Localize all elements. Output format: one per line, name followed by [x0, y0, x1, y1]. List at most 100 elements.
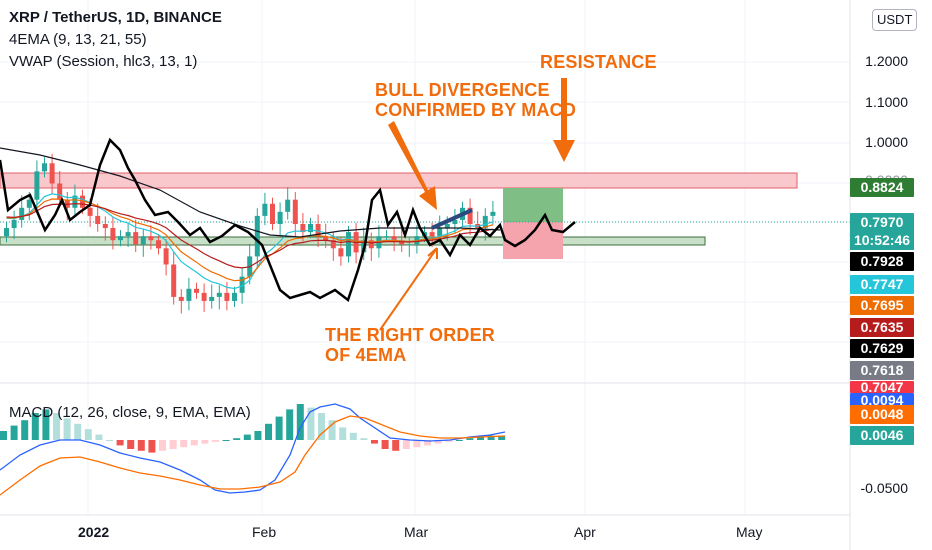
macd-bar	[0, 431, 7, 440]
annotation-bull-divergence: BULL DIVERGENCE CONFIRMED BY MACD	[375, 80, 577, 120]
long-position-target	[503, 188, 563, 222]
price-tag-macd: 0.0094	[850, 393, 914, 408]
candle-body	[11, 219, 17, 229]
candle-body	[277, 211, 283, 224]
macd-bar	[169, 440, 177, 449]
macd-bar	[487, 435, 495, 440]
candle-body	[64, 199, 70, 208]
indicator-4ema-label[interactable]: 4EMA (9, 13, 21, 55)	[9, 31, 147, 48]
ema55-line	[0, 147, 501, 238]
candle-body	[482, 215, 488, 229]
macd-bar	[455, 440, 463, 441]
candle-body	[194, 288, 199, 293]
candle-body	[315, 224, 321, 237]
candle-body	[384, 236, 389, 238]
candle-body	[262, 203, 268, 216]
macd-bar	[106, 440, 113, 441]
macd-line	[0, 403, 506, 494]
candle-body	[368, 240, 374, 249]
candle-body	[201, 292, 207, 301]
macd-bar	[84, 429, 92, 440]
macd-bar	[180, 440, 188, 448]
macd-bar	[190, 440, 198, 446]
candle-body	[133, 232, 139, 245]
candle-body	[72, 195, 78, 208]
price-axis-label: 1.2000	[865, 53, 908, 69]
macd-bar	[296, 404, 304, 440]
macd-bar	[233, 438, 241, 440]
candle-body	[4, 228, 9, 237]
macd-bar	[381, 440, 389, 449]
time-axis-label: May	[736, 524, 763, 540]
macd-bar	[148, 440, 156, 453]
candle-body	[49, 163, 55, 184]
candle-body	[254, 215, 260, 257]
grid	[0, 0, 850, 515]
candle-body	[300, 224, 306, 233]
macd-bar	[137, 440, 145, 451]
macd-bar	[466, 438, 474, 440]
macd-histogram	[0, 404, 506, 453]
macd-bar	[402, 440, 410, 449]
macd-bar	[434, 440, 442, 444]
candle-body	[285, 199, 291, 212]
resistance-zone	[0, 172, 798, 189]
price-tag-gray: 0.7618	[850, 361, 914, 380]
candle-body	[19, 207, 25, 220]
macd-bar	[222, 440, 230, 441]
macd-label[interactable]: MACD (12, 26, close, 9, EMA, EMA)	[9, 404, 251, 421]
candle-body	[467, 207, 473, 224]
macd-bar	[127, 440, 135, 449]
candle-body	[444, 224, 450, 229]
macd-bar	[413, 440, 421, 448]
candle-body	[346, 232, 351, 257]
divergence-line	[431, 208, 473, 230]
candle-body	[270, 203, 275, 224]
candle-body	[239, 276, 245, 293]
annotation-resistance: RESISTANCE	[540, 52, 657, 72]
time-axis-label: Mar	[404, 524, 429, 540]
macd-axis-label: -0.0500	[860, 480, 908, 496]
annotation-right-order: THE RIGHT ORDER OF 4EMA	[325, 325, 496, 365]
candle-body	[102, 224, 108, 229]
price-tag-ema9: 0.7747	[850, 275, 914, 294]
macd-bar	[392, 440, 400, 451]
macd-bar	[265, 423, 272, 440]
candle-body	[110, 228, 116, 241]
candle-body	[42, 163, 47, 172]
countdown-timer: 10:52:46	[850, 231, 914, 250]
macd-bar	[42, 409, 50, 440]
candle-body	[224, 292, 230, 301]
macd-bar	[21, 420, 29, 440]
candle-body	[330, 240, 336, 249]
candle-body	[163, 248, 169, 265]
macd-bar	[477, 436, 484, 440]
candle-body	[171, 264, 177, 297]
price-axis-label: 1.1000	[865, 94, 908, 110]
candle-body	[148, 236, 154, 241]
price-tag-ema55: 0.7629	[850, 339, 914, 358]
vwap-line	[0, 137, 576, 303]
candle-body	[140, 236, 146, 245]
candle-body	[87, 207, 93, 216]
price-tag-current: 0.7970	[850, 213, 914, 232]
candle-body	[34, 171, 40, 200]
macd-bar	[201, 440, 209, 444]
macd-bar	[349, 432, 357, 440]
candle-body	[292, 199, 298, 224]
macd-bar	[254, 431, 262, 440]
macd-bar	[243, 434, 251, 440]
price-tag-target: 0.8824	[850, 178, 914, 197]
macd-bar	[275, 416, 283, 440]
resistance-arrow	[553, 78, 575, 162]
indicator-vwap-label[interactable]: VWAP (Session, hlc3, 13, 1)	[9, 53, 198, 70]
currency-button[interactable]: USDT	[872, 9, 918, 31]
candle-body	[216, 292, 222, 297]
macd-bar	[212, 440, 219, 442]
price-tag-histogram: 0.0046	[850, 426, 914, 445]
price-tag-ema21: 0.7635	[850, 318, 914, 337]
macd-bar	[95, 434, 103, 440]
candle-body	[178, 296, 184, 301]
price-tag-vwap: 0.7928	[850, 252, 914, 271]
macd-bar	[74, 423, 82, 440]
